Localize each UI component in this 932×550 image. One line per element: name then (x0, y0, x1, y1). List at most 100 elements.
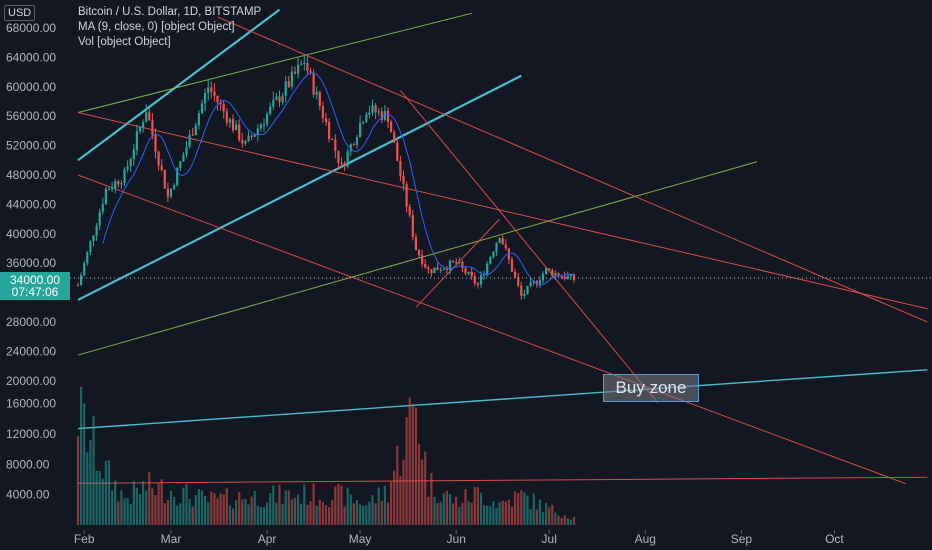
volume-bar (365, 505, 368, 525)
candle-body (359, 123, 362, 138)
last-price-tag: 34000.00 07:47:06 (0, 272, 70, 300)
volume-bar (566, 518, 569, 525)
time-tick-label: Apr (258, 532, 277, 546)
volume-bar (250, 496, 253, 525)
volume-bar (380, 500, 383, 525)
candle-body (489, 257, 492, 264)
volume-bar (377, 487, 380, 525)
volume-bar (104, 460, 107, 525)
candle-body (517, 277, 520, 286)
volume-bar (399, 475, 402, 525)
volume-bar (238, 492, 241, 525)
trendline (77, 8, 281, 162)
volume-bar (300, 503, 303, 525)
volume-bar (275, 502, 278, 525)
candle-body (185, 146, 188, 155)
candle-body (551, 270, 554, 276)
candle-body (545, 268, 548, 275)
volume-bar (572, 517, 576, 525)
volume-bar (331, 500, 334, 525)
volume-bar (563, 515, 566, 525)
price-axis[interactable]: 68000.00 64000.00 60000.00 56000.00 52000.00… (6, 21, 56, 502)
trendline (77, 161, 758, 356)
volume-bar (89, 440, 92, 525)
volume-bar (145, 490, 148, 525)
time-axis[interactable]: Feb Mar Apr May Jun Jul Aug Sep Oct (74, 530, 845, 546)
candle-body (216, 95, 219, 103)
price-tick-label: 4000.00 (6, 488, 50, 502)
time-tick-label: Oct (825, 532, 844, 546)
volume-bar (436, 503, 439, 525)
volume-indicator-label[interactable]: Vol [object Object] (78, 36, 171, 48)
candle-body (470, 271, 473, 277)
candle-body (448, 260, 452, 270)
price-tick-label: 24000.00 (6, 344, 56, 358)
volume-bar (359, 504, 362, 525)
volume-bar (225, 488, 228, 525)
candle-body (362, 122, 365, 124)
candle-body (439, 269, 442, 271)
volume-bar (455, 496, 458, 525)
candle-body (421, 255, 424, 265)
trendline (217, 16, 928, 323)
volume-bar (207, 502, 210, 525)
volume-bar (138, 493, 142, 525)
candle-body (371, 105, 374, 113)
volume-bar (117, 501, 120, 525)
volume-bars (76, 387, 576, 525)
candle-body (566, 276, 569, 279)
candle-body (349, 144, 352, 152)
volume-bar (523, 492, 526, 525)
volume-bar (266, 502, 269, 525)
volume-bar (340, 485, 343, 525)
ma-line (102, 71, 575, 286)
volume-bar (247, 504, 250, 525)
candle-body (436, 267, 439, 270)
candle-body (479, 274, 483, 285)
candle-body (328, 122, 331, 140)
volume-bar (417, 444, 421, 525)
candle-body (300, 63, 303, 65)
candle-body (163, 169, 166, 189)
candle-body (173, 185, 176, 189)
volume-bar (321, 502, 324, 525)
volume-bar (231, 508, 235, 525)
volume-bar (166, 500, 169, 525)
candle-body (210, 87, 213, 92)
candle-body (554, 273, 557, 276)
buy-zone-annotation[interactable]: Buy zone (603, 374, 699, 402)
volume-bar (228, 505, 231, 525)
volume-bar (318, 499, 321, 525)
volume-bar (290, 499, 293, 525)
candle-body (343, 163, 346, 167)
trendline (77, 369, 928, 430)
candle-body (424, 264, 427, 268)
volume-bar (551, 504, 554, 525)
candle-body (89, 241, 92, 252)
ma-indicator-label[interactable]: MA (9, close, 0) [object Object] (78, 21, 235, 33)
candle-body (365, 114, 368, 123)
candle-body (464, 267, 467, 274)
bar-countdown: 07:47:06 (11, 285, 59, 299)
chart-legend: Bitcoin / U.S. Dollar, 1D, BITSTAMP MA (… (78, 5, 261, 50)
candle-body (253, 134, 256, 137)
candle-body (315, 91, 318, 95)
candle-body (340, 163, 343, 165)
currency-badge[interactable]: USD (4, 5, 36, 21)
volume-bar (411, 403, 414, 525)
time-tick-label: May (349, 532, 372, 546)
volume-bar (132, 481, 135, 525)
volume-bar (541, 512, 545, 525)
candle-body (235, 124, 238, 131)
trendline (77, 476, 928, 484)
candle-body (535, 280, 538, 284)
volume-bar (517, 493, 520, 525)
volume-bar (408, 397, 411, 525)
candle-body (120, 182, 123, 185)
candle-body (355, 137, 359, 145)
volume-bar (269, 493, 272, 525)
trendline (77, 12, 472, 114)
candle-body (219, 102, 222, 105)
candle-body (411, 215, 414, 238)
